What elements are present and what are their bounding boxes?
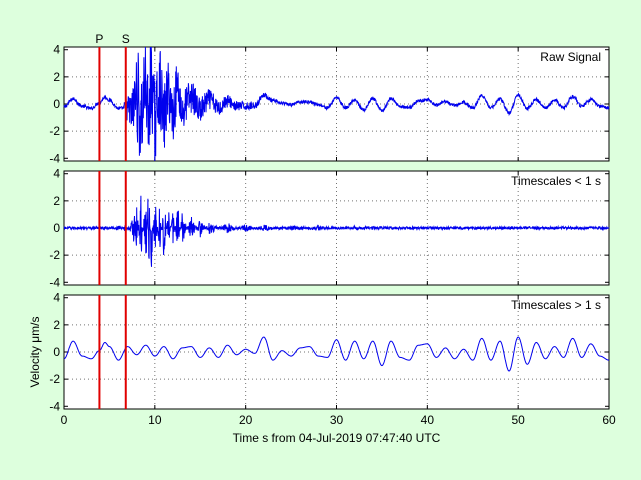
y-tick-label: 0 — [53, 345, 60, 359]
x-axis-label: Time s from 04-Jul-2019 07:47:40 UTC — [233, 431, 441, 445]
y-axis-label: Velocity μm/s — [28, 317, 42, 388]
waveform-trace — [63, 336, 609, 372]
y-tick-label: 4 — [53, 291, 60, 305]
panel-2: -4 -2 0 2 4 Timescales < 1 s — [49, 167, 610, 289]
x-tick-label: 10 — [148, 413, 162, 427]
y-tick-label: -4 — [49, 151, 60, 165]
x-tick-label: 20 — [239, 413, 253, 427]
y-tick-label: -4 — [49, 399, 60, 413]
panel-label: Timescales < 1 s — [511, 174, 601, 188]
y-tick-label: 0 — [53, 221, 60, 235]
panel-3: 0 10 20 30 40 50 60 -4 -2 0 2 4 Timescales > 1 s — [49, 291, 616, 427]
x-tick-label: 40 — [421, 413, 435, 427]
y-tick-label: 4 — [53, 43, 60, 57]
phase-label-p: P — [95, 32, 103, 46]
y-tick-label: -2 — [49, 372, 60, 386]
y-tick-label: -4 — [49, 275, 60, 289]
y-tick-label: 2 — [53, 318, 60, 332]
waveform-trace — [63, 195, 610, 267]
y-tick-label: -2 — [49, 248, 60, 262]
phase-label-s: S — [122, 32, 130, 46]
y-tick-label: 0 — [53, 97, 60, 111]
x-tick-label: 60 — [602, 413, 616, 427]
panel-label: Timescales > 1 s — [511, 298, 601, 312]
x-tick-label: 50 — [511, 413, 525, 427]
panel-label: Raw Signal — [540, 50, 601, 64]
x-tick-label: 30 — [330, 413, 344, 427]
y-tick-label: -2 — [49, 124, 60, 138]
panel-1: -4 -2 0 2 4 Raw Signal — [49, 43, 610, 165]
y-tick-label: 2 — [53, 70, 60, 84]
waveform-trace — [63, 46, 610, 162]
x-tick-label: 0 — [61, 413, 68, 427]
y-tick-label: 4 — [53, 167, 60, 181]
y-tick-label: 2 — [53, 194, 60, 208]
